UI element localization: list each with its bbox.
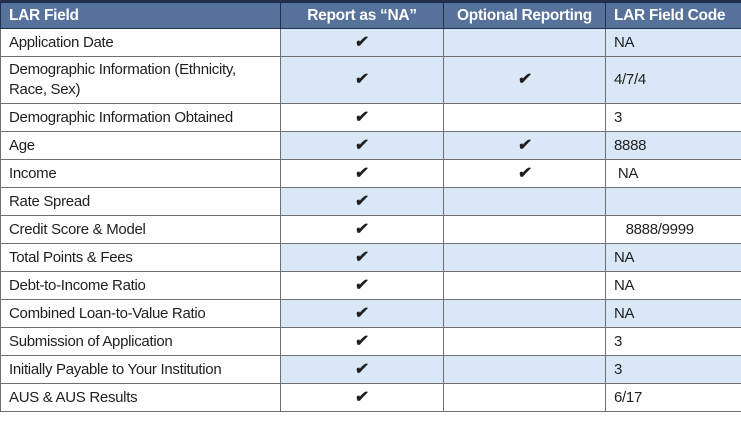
field-code-cell: NA bbox=[605, 243, 741, 272]
optional-reporting-cell bbox=[443, 187, 606, 216]
report-na-cell: ✔ bbox=[280, 131, 444, 160]
report-na-cell: ✔ bbox=[280, 327, 444, 356]
table-row: Income ✔ ✔ NA bbox=[0, 159, 741, 188]
field-code-cell: 6/17 bbox=[605, 383, 741, 412]
report-na-checkmark-icon: ✔ bbox=[354, 388, 370, 406]
report-na-checkmark-icon: ✔ bbox=[354, 33, 370, 51]
field-cell: Initially Payable to Your Institution bbox=[0, 355, 281, 384]
field-code-cell: 3 bbox=[605, 103, 741, 132]
optional-reporting-cell bbox=[443, 355, 606, 384]
report-na-cell: ✔ bbox=[280, 103, 444, 132]
field-code-cell: NA bbox=[605, 299, 741, 328]
table-row: Age ✔ ✔ 8888 bbox=[0, 131, 741, 160]
column-header-lar-field-code: LAR Field Code bbox=[605, 0, 741, 29]
field-code-cell: NA bbox=[605, 28, 741, 57]
optional-reporting-checkmark-icon: ✔ bbox=[516, 71, 533, 88]
report-na-cell: ✔ bbox=[280, 56, 444, 104]
table-row: Rate Spread ✔ bbox=[0, 187, 741, 216]
report-na-checkmark-icon: ✔ bbox=[354, 192, 370, 210]
table-row: AUS & AUS Results ✔ 6/17 bbox=[0, 383, 741, 412]
field-cell: Demographic Information Obtained bbox=[0, 103, 281, 132]
table-body: Application Date ✔ NA Demographic Inform… bbox=[0, 28, 741, 412]
column-header-optional-reporting: Optional Reporting bbox=[443, 0, 606, 29]
field-code-cell: 3 bbox=[605, 355, 741, 384]
report-na-cell: ✔ bbox=[280, 383, 444, 412]
report-na-cell: ✔ bbox=[280, 215, 444, 244]
field-code-cell: 8888 bbox=[605, 131, 741, 160]
optional-reporting-cell bbox=[443, 103, 606, 132]
field-code-cell: NA bbox=[605, 271, 741, 300]
report-na-checkmark-icon: ✔ bbox=[354, 164, 370, 182]
field-cell: Total Points & Fees bbox=[0, 243, 281, 272]
report-na-cell: ✔ bbox=[280, 271, 444, 300]
table-row: Demographic Information Obtained ✔ 3 bbox=[0, 103, 741, 132]
report-na-cell: ✔ bbox=[280, 355, 444, 384]
field-cell: Age bbox=[0, 131, 281, 160]
field-code-cell: 3 bbox=[605, 327, 741, 356]
field-code-cell: 8888/9999 bbox=[605, 215, 741, 244]
table-row: Total Points & Fees ✔ NA bbox=[0, 243, 741, 272]
table-row: Demographic Information (Ethnicity, Race… bbox=[0, 56, 741, 104]
report-na-checkmark-icon: ✔ bbox=[354, 136, 370, 154]
optional-reporting-cell bbox=[443, 243, 606, 272]
table-row: Submission of Application ✔ 3 bbox=[0, 327, 741, 356]
optional-reporting-cell: ✔ bbox=[443, 131, 606, 160]
lar-field-table: LAR Field Report as “NA” Optional Report… bbox=[0, 0, 741, 412]
optional-reporting-cell bbox=[443, 271, 606, 300]
optional-reporting-cell bbox=[443, 299, 606, 328]
optional-reporting-cell: ✔ bbox=[443, 159, 606, 188]
report-na-checkmark-icon: ✔ bbox=[354, 360, 370, 378]
column-header-lar-field: LAR Field bbox=[0, 0, 281, 29]
report-na-checkmark-icon: ✔ bbox=[354, 248, 370, 266]
optional-reporting-cell bbox=[443, 383, 606, 412]
report-na-cell: ✔ bbox=[280, 299, 444, 328]
table-row: Combined Loan-to-Value Ratio ✔ NA bbox=[0, 299, 741, 328]
report-na-checkmark-icon: ✔ bbox=[354, 332, 370, 350]
field-cell: AUS & AUS Results bbox=[0, 383, 281, 412]
field-cell: Submission of Application bbox=[0, 327, 281, 356]
field-cell: Application Date bbox=[0, 28, 281, 57]
field-code-cell: NA bbox=[605, 159, 741, 188]
field-cell: Debt-to-Income Ratio bbox=[0, 271, 281, 300]
report-na-cell: ✔ bbox=[280, 243, 444, 272]
optional-reporting-cell bbox=[443, 28, 606, 57]
table-row: Debt-to-Income Ratio ✔ NA bbox=[0, 271, 741, 300]
optional-reporting-cell bbox=[443, 327, 606, 356]
report-na-cell: ✔ bbox=[280, 159, 444, 188]
table-row: Application Date ✔ NA bbox=[0, 28, 741, 57]
report-na-cell: ✔ bbox=[280, 187, 444, 216]
field-code-cell: 4/7/4 bbox=[605, 56, 741, 104]
field-cell: Combined Loan-to-Value Ratio bbox=[0, 299, 281, 328]
field-cell: Rate Spread bbox=[0, 187, 281, 216]
table-row: Credit Score & Model ✔ 8888/9999 bbox=[0, 215, 741, 244]
optional-reporting-checkmark-icon: ✔ bbox=[516, 164, 533, 182]
report-na-checkmark-icon: ✔ bbox=[354, 304, 370, 322]
table-row: Initially Payable to Your Institution ✔ … bbox=[0, 355, 741, 384]
optional-reporting-cell bbox=[443, 215, 606, 244]
field-cell: Demographic Information (Ethnicity, Race… bbox=[0, 56, 281, 104]
report-na-checkmark-icon: ✔ bbox=[354, 108, 370, 126]
table-header: LAR Field Report as “NA” Optional Report… bbox=[0, 0, 741, 29]
field-cell: Credit Score & Model bbox=[0, 215, 281, 244]
report-na-checkmark-icon: ✔ bbox=[354, 220, 370, 238]
report-na-cell: ✔ bbox=[280, 28, 444, 57]
report-na-checkmark-icon: ✔ bbox=[354, 71, 370, 88]
column-header-report-as-na: Report as “NA” bbox=[280, 0, 444, 29]
optional-reporting-checkmark-icon: ✔ bbox=[516, 136, 533, 154]
report-na-checkmark-icon: ✔ bbox=[354, 276, 370, 294]
header-row: LAR Field Report as “NA” Optional Report… bbox=[0, 0, 741, 29]
optional-reporting-cell: ✔ bbox=[443, 56, 606, 104]
field-code-cell bbox=[605, 187, 741, 216]
field-cell: Income bbox=[0, 159, 281, 188]
